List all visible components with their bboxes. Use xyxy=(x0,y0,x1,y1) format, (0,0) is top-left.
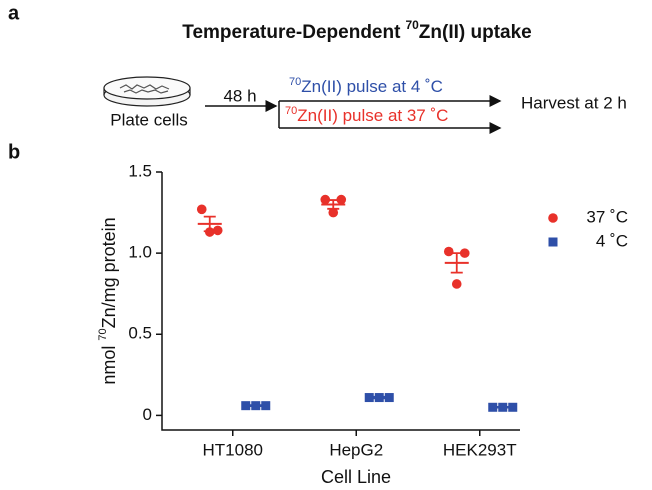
error-bar xyxy=(249,404,262,408)
label-part: Zn/mg protein xyxy=(99,217,119,328)
data-point xyxy=(320,194,331,205)
label-part: nmol xyxy=(99,346,119,385)
axes xyxy=(161,172,520,431)
label-sup: 70 xyxy=(97,328,109,340)
data-point xyxy=(196,204,207,215)
label-sup: 70 xyxy=(289,76,301,88)
step-label: Harvest at 2 h xyxy=(521,93,627,112)
x-tick-label: HT1080 xyxy=(203,440,263,459)
error-bar xyxy=(203,215,216,233)
step-label: Plate cells xyxy=(110,110,187,129)
title-sup: 70 xyxy=(405,18,419,32)
data-point xyxy=(212,225,223,236)
x-tick-label: HEK293T xyxy=(443,440,517,459)
petri-dish xyxy=(103,76,191,107)
y-tick-label: 1.0 xyxy=(128,243,152,262)
label-part: Zn(II) pulse at 4 ˚C xyxy=(301,77,443,96)
data-point xyxy=(328,207,339,218)
title-part: Zn(II) uptake xyxy=(419,22,532,43)
y-tick-label: 0 xyxy=(143,405,152,424)
error-bar xyxy=(373,395,386,400)
error-bar xyxy=(450,252,463,274)
legend-label: 4 ˚C xyxy=(596,231,628,250)
data-point xyxy=(336,194,347,205)
data-point xyxy=(459,248,470,258)
error-bar xyxy=(327,199,340,210)
y-axis-label: nmol 70Zn/mg protein xyxy=(97,217,119,384)
x-axis-label: Cell Line xyxy=(321,467,391,487)
step-label: 70Zn(II) pulse at 37 ˚C xyxy=(285,105,448,126)
label-part: Zn(II) pulse at 37 ˚C xyxy=(297,106,448,125)
panel-label: a xyxy=(8,2,20,24)
data-point xyxy=(451,279,462,289)
step-label: 48 h xyxy=(223,86,256,105)
x-tick-label: HepG2 xyxy=(329,440,383,459)
legend-marker xyxy=(548,213,558,223)
y-tick-label: 0.5 xyxy=(128,324,152,343)
legend-marker xyxy=(548,237,558,247)
data-point xyxy=(443,246,454,257)
title-part: Temperature-Dependent xyxy=(182,22,401,43)
y-tick-label: 1.5 xyxy=(128,161,152,180)
panel-label: b xyxy=(8,141,20,163)
step-label: 70Zn(II) pulse at 4 ˚C xyxy=(289,76,443,97)
figure-title: Temperature-Dependent 70Zn(II) uptake xyxy=(182,18,532,43)
legend-label: 37 ˚C xyxy=(586,207,628,226)
label-sup: 70 xyxy=(285,105,297,117)
error-bar xyxy=(496,406,509,409)
